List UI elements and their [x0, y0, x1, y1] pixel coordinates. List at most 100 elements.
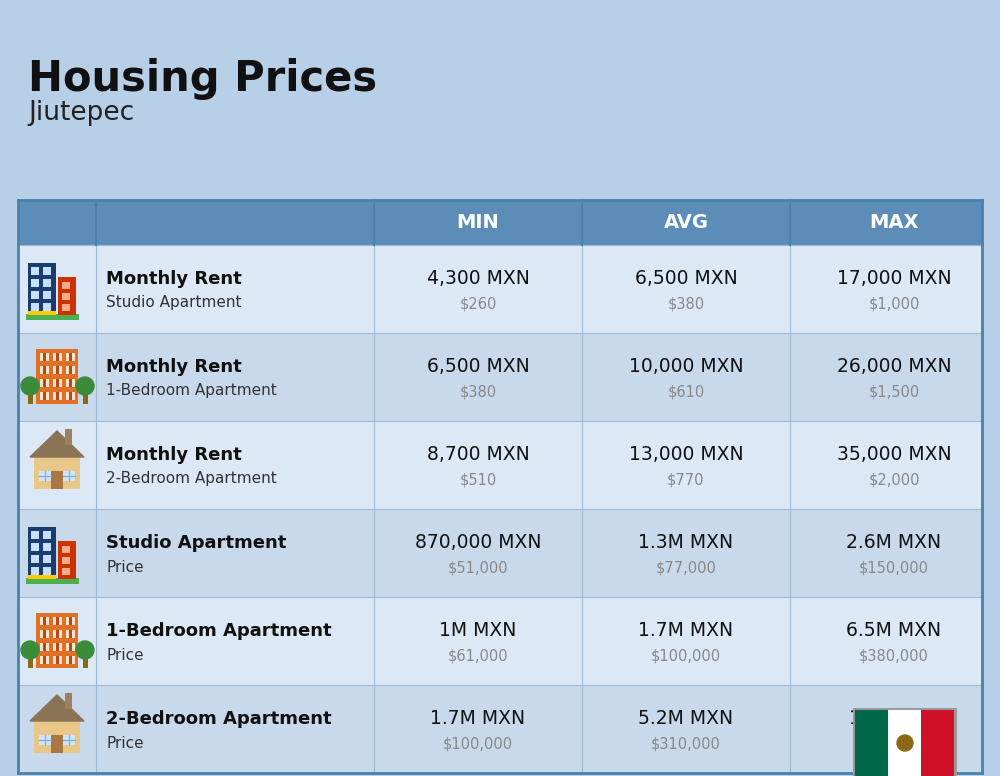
Text: $100,000: $100,000 — [443, 736, 513, 751]
Bar — [69, 353, 72, 361]
Text: MIN: MIN — [457, 213, 499, 232]
Text: 6,500 MXN: 6,500 MXN — [427, 358, 529, 376]
Bar — [31, 303, 39, 311]
Text: $77,000: $77,000 — [656, 560, 716, 576]
Bar — [53, 617, 62, 625]
Circle shape — [21, 377, 39, 395]
Bar — [43, 617, 46, 625]
Text: AVG: AVG — [664, 213, 708, 232]
Bar — [43, 291, 51, 299]
Text: $610,000: $610,000 — [859, 736, 929, 751]
Bar — [69, 643, 72, 651]
Circle shape — [897, 735, 913, 751]
Bar — [56, 643, 59, 651]
Bar — [43, 543, 51, 551]
Text: $380: $380 — [459, 384, 497, 400]
Text: 1.7M MXN: 1.7M MXN — [430, 709, 526, 729]
Bar — [36, 613, 78, 668]
Bar — [34, 457, 80, 489]
Bar — [62, 557, 70, 564]
Text: $510: $510 — [459, 473, 497, 487]
Text: Monthly Rent: Monthly Rent — [106, 446, 242, 464]
Bar — [58, 277, 76, 315]
Polygon shape — [30, 431, 84, 457]
Bar — [51, 471, 63, 489]
Bar — [31, 267, 39, 275]
Text: $100,000: $100,000 — [651, 649, 721, 663]
Bar — [83, 656, 88, 668]
Circle shape — [76, 377, 94, 395]
Text: 2.6M MXN: 2.6M MXN — [846, 534, 942, 553]
Text: $610: $610 — [667, 384, 705, 400]
Bar — [66, 656, 75, 664]
Bar — [66, 617, 75, 625]
Bar — [66, 379, 75, 387]
Bar — [62, 546, 70, 553]
Bar — [43, 392, 46, 400]
Bar — [66, 366, 75, 374]
Text: 13,000 MXN: 13,000 MXN — [629, 445, 743, 465]
Text: Housing Prices: Housing Prices — [28, 58, 377, 100]
Bar — [43, 643, 46, 651]
Bar — [39, 471, 51, 481]
Bar — [69, 617, 72, 625]
Bar — [18, 597, 982, 685]
Text: 1-Bedroom Apartment: 1-Bedroom Apartment — [106, 622, 332, 640]
Bar — [31, 555, 39, 563]
Bar — [53, 379, 62, 387]
Bar — [28, 311, 56, 315]
Text: $380: $380 — [667, 296, 705, 311]
Bar — [18, 509, 982, 597]
Text: $61,000: $61,000 — [448, 649, 508, 663]
Bar — [69, 656, 72, 664]
Text: $150,000: $150,000 — [859, 560, 929, 576]
Text: 870,000 MXN: 870,000 MXN — [415, 534, 541, 553]
Bar — [43, 279, 51, 287]
Text: 2-Bedroom Apartment: 2-Bedroom Apartment — [106, 710, 332, 728]
Bar — [43, 267, 51, 275]
Bar — [69, 379, 72, 387]
Bar — [69, 366, 72, 374]
Bar — [56, 630, 59, 638]
Text: 35,000 MXN: 35,000 MXN — [837, 445, 951, 465]
Text: 8,700 MXN: 8,700 MXN — [427, 445, 529, 465]
Bar — [43, 531, 51, 539]
Text: 6,500 MXN: 6,500 MXN — [635, 269, 737, 289]
Bar — [53, 392, 62, 400]
Bar — [56, 392, 59, 400]
Bar — [62, 293, 70, 300]
Bar — [28, 575, 56, 579]
Text: MAX: MAX — [869, 213, 919, 232]
Text: 26,000 MXN: 26,000 MXN — [837, 358, 951, 376]
Bar — [18, 421, 982, 509]
Text: 1.3M MXN: 1.3M MXN — [638, 534, 734, 553]
Bar — [65, 693, 72, 709]
Bar — [26, 314, 79, 320]
Bar — [28, 263, 56, 315]
Bar — [62, 282, 70, 289]
Text: $51,000: $51,000 — [448, 560, 508, 576]
Text: $1,000: $1,000 — [868, 296, 920, 311]
Bar — [921, 710, 954, 776]
Bar — [43, 567, 51, 575]
Text: Price: Price — [106, 559, 144, 574]
Bar — [51, 735, 63, 753]
Bar — [36, 349, 78, 404]
Bar — [43, 656, 46, 664]
Text: Jiutepec: Jiutepec — [28, 100, 134, 126]
Text: $1,500: $1,500 — [868, 384, 920, 400]
Text: 10M MXN: 10M MXN — [849, 709, 939, 729]
Bar — [43, 555, 51, 563]
Bar — [43, 630, 46, 638]
Bar — [63, 471, 75, 481]
Bar — [53, 656, 62, 664]
Text: $2,000: $2,000 — [868, 473, 920, 487]
Bar — [69, 392, 72, 400]
Bar — [63, 735, 75, 745]
Bar — [31, 279, 39, 287]
Bar — [56, 617, 59, 625]
Bar — [40, 656, 49, 664]
Text: $380,000: $380,000 — [859, 649, 929, 663]
Bar — [28, 527, 56, 579]
Text: 6.5M MXN: 6.5M MXN — [846, 622, 942, 640]
